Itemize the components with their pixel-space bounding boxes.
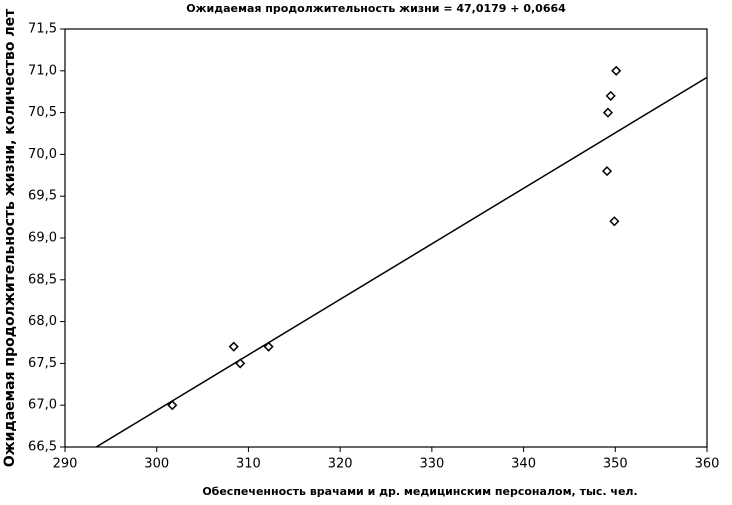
y-tick-label: 66,5 [28,440,57,455]
point [167,400,178,411]
y-tick-label: 69,5 [28,189,57,204]
x-tick-label: 300 [144,457,169,472]
y-tick-label: 68,0 [28,314,57,329]
point [605,90,616,101]
y-axis-label: Ожидаемая продолжительность жизни, колич… [2,8,18,467]
y-tick-label: 70,5 [28,105,57,120]
y-tick-label: 68,5 [28,272,57,287]
x-tick-label: 330 [419,457,444,472]
point [609,216,620,227]
y-tick-label: 70,0 [28,147,57,162]
chart-title: Ожидаемая продолжительность жизни = 47,0… [186,2,566,15]
point [235,358,246,369]
x-tick-label: 350 [603,457,628,472]
point [228,341,239,352]
y-tick-label: 67,0 [28,398,57,413]
y-tick-label: 69,0 [28,231,57,246]
point [601,166,613,177]
regression-line [94,76,707,447]
x-tick-label: 290 [53,457,78,472]
point [602,107,614,118]
point [263,341,274,352]
point [611,65,622,76]
y-tick-label: 71,5 [28,22,57,37]
x-axis-label: Обеспеченность врачами и др. медицинским… [202,485,637,498]
x-tick-label: 340 [511,457,536,472]
y-tick-label: 67,5 [28,356,57,371]
x-tick-label: 320 [328,457,353,472]
x-tick-label: 310 [236,457,261,472]
y-tick-label: 71,0 [28,63,57,78]
x-tick-label: 360 [695,457,720,472]
